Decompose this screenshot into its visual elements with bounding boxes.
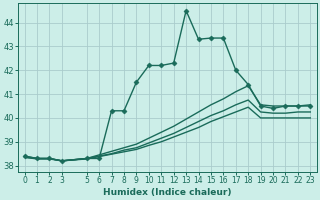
X-axis label: Humidex (Indice chaleur): Humidex (Indice chaleur)	[103, 188, 232, 197]
